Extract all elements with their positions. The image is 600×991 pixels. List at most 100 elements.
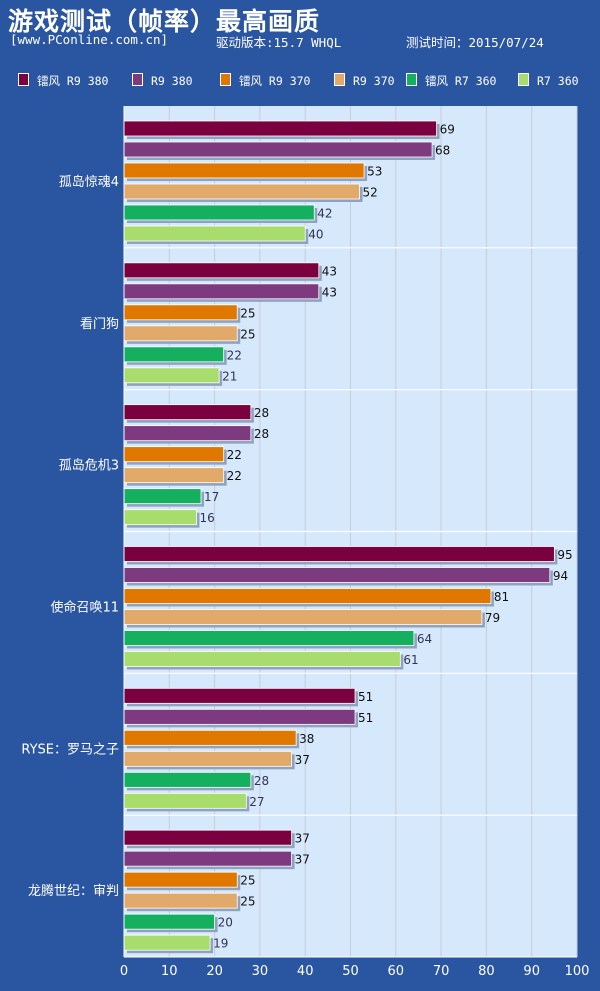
bar	[123, 425, 252, 442]
bar	[123, 283, 320, 300]
bar-value-label: 69	[440, 123, 455, 137]
bar	[123, 687, 356, 704]
bar-value-label: 68	[435, 144, 450, 158]
category-label: RYSE：罗马之子	[21, 742, 119, 757]
bar	[123, 829, 293, 846]
x-tick-label: 0	[120, 964, 128, 979]
bar	[123, 934, 211, 951]
bar-value-label: 40	[308, 228, 323, 242]
x-tick-label: 30	[252, 964, 269, 979]
x-tick-label: 90	[523, 964, 540, 979]
bar-value-label: 42	[317, 207, 332, 221]
bar-value-label: 25	[240, 874, 255, 888]
test-date: 测试时间：2015/07/24	[406, 35, 544, 50]
legend-label: R9 370	[353, 74, 395, 88]
bar	[123, 262, 320, 279]
x-tick-label: 10	[161, 964, 178, 979]
bar-value-label: 17	[204, 490, 219, 504]
bar	[123, 892, 238, 909]
bar	[123, 446, 225, 463]
bar-value-label: 20	[218, 916, 233, 930]
bar-value-label: 37	[295, 832, 310, 846]
category-label: 使命召唤11	[50, 600, 119, 616]
x-tick-label: 40	[297, 964, 314, 979]
legend-item: 镭风 R9 370	[220, 73, 310, 89]
bar-value-label: 28	[254, 774, 269, 788]
bar-value-label: 22	[227, 348, 242, 362]
bar-value-label: 95	[557, 548, 572, 562]
category-label: 看门狗	[80, 316, 119, 332]
bar-value-label: 25	[240, 306, 255, 320]
bar-value-label: 28	[254, 427, 269, 441]
bar	[123, 304, 238, 321]
bar	[123, 204, 315, 221]
bar	[123, 546, 555, 562]
x-tick-label: 70	[433, 964, 450, 979]
legend-label: 镭风 R7 360	[425, 74, 497, 88]
bar	[123, 850, 293, 867]
bar	[123, 346, 225, 363]
legend-item: R7 360	[518, 73, 579, 88]
bar-value-label: 37	[295, 753, 310, 767]
bar	[123, 651, 401, 667]
bar-value-label: 21	[222, 369, 237, 383]
bar	[123, 467, 225, 484]
bar	[123, 367, 220, 384]
legend-swatch	[518, 73, 529, 86]
bar-value-label: 94	[553, 569, 568, 583]
x-tick-label: 60	[388, 964, 405, 979]
bar	[123, 162, 365, 179]
bar	[123, 141, 433, 158]
legend-label: 镭风 R9 370	[239, 74, 311, 88]
bar-value-label: 53	[367, 165, 382, 179]
chart-legend: 镭风 R9 380 R9 380 镭风 R9 370 R9 370 镭风 R7 360 R…	[0, 68, 600, 94]
x-tick-label: 80	[478, 964, 495, 979]
bar-value-label: 25	[240, 327, 255, 341]
bar	[123, 708, 356, 725]
legend-label: R7 360	[537, 74, 579, 88]
legend-item: R9 370	[334, 73, 395, 88]
bar-value-label: 19	[213, 937, 228, 951]
bar	[123, 183, 360, 200]
bar	[123, 567, 551, 583]
bar	[123, 630, 415, 646]
bar-value-label: 28	[254, 406, 269, 420]
bar	[123, 509, 197, 526]
bar-value-label: 51	[358, 711, 373, 725]
legend-swatch	[132, 73, 143, 86]
bar-value-label: 37	[295, 853, 310, 867]
bar	[123, 404, 252, 421]
category-label: 龙腾世纪：审判	[28, 883, 119, 899]
x-tick-label: 20	[206, 964, 223, 979]
legend-swatch	[220, 73, 231, 86]
bar	[123, 325, 238, 342]
bar-value-label: 27	[249, 795, 264, 809]
bar-value-label: 51	[358, 690, 373, 704]
category-label: 孤岛惊魂4	[59, 174, 119, 190]
bar-value-label: 79	[485, 611, 500, 625]
legend-swatch	[334, 73, 345, 86]
bar-value-label: 61	[403, 653, 418, 667]
legend-label: R9 380	[151, 74, 193, 88]
bar	[123, 225, 306, 242]
legend-label: 镭风 R9 380	[37, 74, 109, 88]
bar-value-label: 16	[199, 511, 214, 525]
bar-value-label: 25	[240, 895, 255, 909]
x-tick-label: 50	[342, 964, 359, 979]
legend-swatch	[18, 73, 29, 86]
bar-value-label: 81	[494, 590, 509, 604]
category-label: 孤岛危机3	[59, 458, 119, 474]
bar	[123, 792, 247, 809]
bar-value-label: 22	[227, 448, 242, 462]
bar-value-label: 43	[322, 285, 337, 299]
x-tick-label: 100	[565, 964, 590, 979]
chart-title: 游戏测试（帧率）最高画质	[8, 7, 321, 36]
bar-value-label: 22	[227, 469, 242, 483]
legend-item: R9 380	[132, 73, 193, 88]
bar	[123, 588, 492, 604]
legend-swatch	[406, 73, 417, 86]
bar-value-label: 52	[363, 186, 378, 200]
bar-value-label: 38	[299, 732, 314, 746]
bar-value-label: 43	[322, 264, 337, 278]
